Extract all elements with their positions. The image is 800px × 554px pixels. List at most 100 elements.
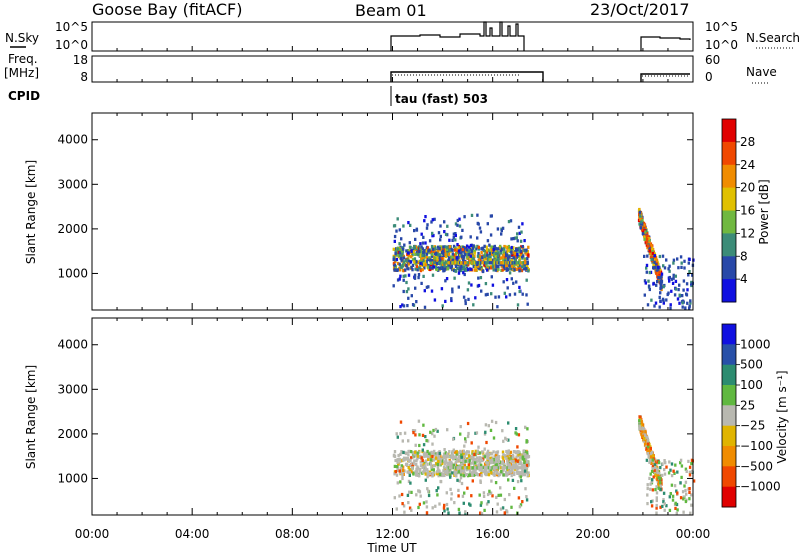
echo-cell <box>462 501 465 505</box>
echo-cell <box>405 264 408 268</box>
echo-cell <box>424 254 427 258</box>
echo-cell <box>414 248 417 252</box>
echo-cell <box>446 463 450 468</box>
echo-cell <box>437 231 441 235</box>
echo-cell <box>420 456 423 460</box>
echo-cell <box>662 264 665 268</box>
echo-cell <box>525 278 528 282</box>
echo-cell <box>415 250 419 254</box>
echo-cell <box>644 281 647 285</box>
echo-cell <box>526 473 529 477</box>
echo-cell <box>502 457 505 461</box>
velocity-ylabel: Slant Range [km] <box>24 365 38 469</box>
echo-cell <box>525 248 528 252</box>
echo-cell <box>659 466 662 470</box>
echo-cell <box>510 473 513 478</box>
echo-cell <box>674 506 677 510</box>
echo-cell <box>411 451 414 455</box>
echo-cell <box>467 268 470 272</box>
echo-cell <box>456 250 459 254</box>
echo-cell <box>443 503 446 507</box>
echo-cell <box>510 264 514 268</box>
echo-cell <box>677 288 680 292</box>
echo-cell <box>527 253 530 257</box>
echo-cell <box>638 423 641 427</box>
echo-cell <box>407 273 411 277</box>
echo-cell <box>681 490 685 494</box>
echo-cell <box>512 237 515 241</box>
echo-cell <box>649 472 652 476</box>
echo-cell <box>678 293 681 297</box>
echo-cell <box>423 454 426 459</box>
echo-cell <box>439 224 442 228</box>
echo-cell <box>467 431 470 436</box>
echo-cell <box>408 470 412 474</box>
echo-cell <box>409 245 412 250</box>
echo-cell <box>457 255 460 259</box>
echo-cell <box>514 451 518 455</box>
echo-cell <box>520 261 523 265</box>
echo-cell <box>513 292 517 296</box>
echo-cell <box>412 431 415 435</box>
echo-cell <box>675 502 679 507</box>
echo-cell <box>455 256 458 260</box>
echo-cell <box>477 251 480 256</box>
echo-cell <box>417 276 420 280</box>
echo-cell <box>670 483 674 487</box>
echo-cell <box>475 459 479 463</box>
nsearch-label: N.Search <box>746 31 800 45</box>
echo-cell <box>392 261 396 265</box>
echo-cell <box>402 274 405 278</box>
echo-cell <box>514 427 518 431</box>
echo-cell <box>493 473 496 477</box>
echo-cell <box>462 245 465 249</box>
echo-cell <box>419 259 422 263</box>
echo-cell <box>446 428 449 432</box>
echo-cell <box>490 471 493 475</box>
echo-cell <box>458 455 461 459</box>
nave-tick-bottom: 0 <box>705 70 713 84</box>
echo-cell <box>400 257 403 261</box>
echo-cell <box>658 254 662 259</box>
echo-cell <box>511 478 515 482</box>
echo-cell <box>450 461 453 465</box>
echo-cell <box>468 502 471 506</box>
echo-cell <box>512 450 516 454</box>
echo-cell <box>517 433 521 437</box>
echo-cell <box>422 255 425 259</box>
echo-cell <box>468 471 472 475</box>
echo-cell <box>425 226 429 230</box>
echo-cell <box>474 463 478 467</box>
echo-cell <box>485 250 488 254</box>
echo-cell <box>494 259 497 263</box>
nave-label: Nave <box>746 65 777 79</box>
echo-cell <box>508 493 511 497</box>
echo-cell <box>479 479 482 483</box>
echo-cell <box>520 269 524 273</box>
echo-cell <box>456 259 459 263</box>
echo-cell <box>505 253 509 257</box>
colorbar-swatch <box>722 364 736 386</box>
echo-cell <box>412 472 415 476</box>
echo-cell <box>479 457 483 461</box>
echo-cell <box>521 292 524 296</box>
echo-cell <box>401 476 404 481</box>
echo-cell <box>456 457 459 461</box>
echo-cell <box>662 500 665 504</box>
echo-cell <box>506 245 509 250</box>
echo-cell <box>520 473 523 477</box>
echo-cell <box>481 246 485 250</box>
echo-cell <box>484 423 488 427</box>
echo-cell <box>489 214 493 218</box>
echo-cell <box>408 241 411 245</box>
colorbar-swatch <box>722 141 736 166</box>
echo-cell <box>645 441 648 445</box>
echo-cell <box>410 450 413 454</box>
echo-cell <box>472 466 475 470</box>
echo-cell <box>453 276 456 280</box>
echo-cell <box>414 433 417 437</box>
echo-cell <box>650 253 653 258</box>
echo-cell <box>426 471 429 475</box>
echo-cell <box>442 472 445 476</box>
echo-cell <box>474 457 477 461</box>
